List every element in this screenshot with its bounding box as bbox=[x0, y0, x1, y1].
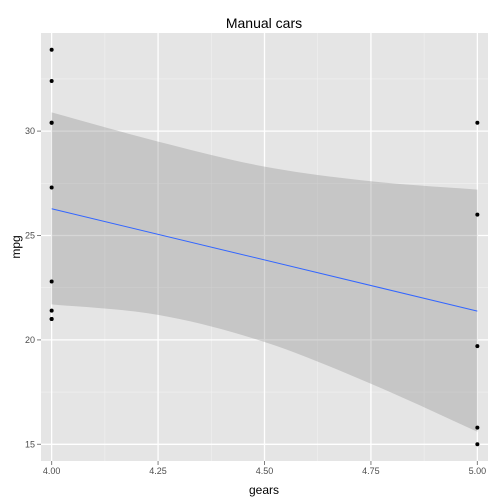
data-point bbox=[49, 120, 54, 125]
data-point bbox=[49, 185, 54, 190]
y-tick-label: 25 bbox=[25, 231, 35, 241]
grid-major bbox=[41, 33, 488, 461]
y-tick-label: 15 bbox=[25, 439, 35, 449]
data-point bbox=[49, 308, 54, 313]
x-tick-label: 4.75 bbox=[362, 466, 380, 476]
data-point bbox=[49, 317, 54, 322]
confidence-ribbon bbox=[51, 112, 478, 432]
data-point bbox=[475, 212, 480, 217]
chart-title: Manual cars bbox=[226, 15, 302, 31]
data-point bbox=[475, 120, 480, 125]
x-tick-label: 5.00 bbox=[469, 466, 487, 476]
data-point bbox=[475, 425, 480, 430]
y-tick-label: 20 bbox=[25, 335, 35, 345]
x-tick-label: 4.50 bbox=[256, 466, 274, 476]
x-axis-title: gears bbox=[249, 483, 279, 497]
data-point bbox=[475, 344, 480, 349]
y-axis-title: mpg bbox=[9, 235, 23, 258]
y-tick-label: 30 bbox=[25, 126, 35, 136]
data-point bbox=[475, 442, 480, 447]
data-point bbox=[49, 47, 54, 52]
x-tick-label: 4.25 bbox=[149, 466, 167, 476]
x-axis-ticks: 4.00 4.25 4.50 4.75 5.00 bbox=[43, 461, 486, 476]
data-point bbox=[49, 279, 54, 284]
x-tick-label: 4.00 bbox=[43, 466, 61, 476]
y-axis-ticks: 15 20 25 30 bbox=[25, 126, 41, 449]
data-points bbox=[49, 47, 480, 447]
data-point bbox=[49, 79, 54, 84]
regression-line bbox=[51, 208, 478, 312]
